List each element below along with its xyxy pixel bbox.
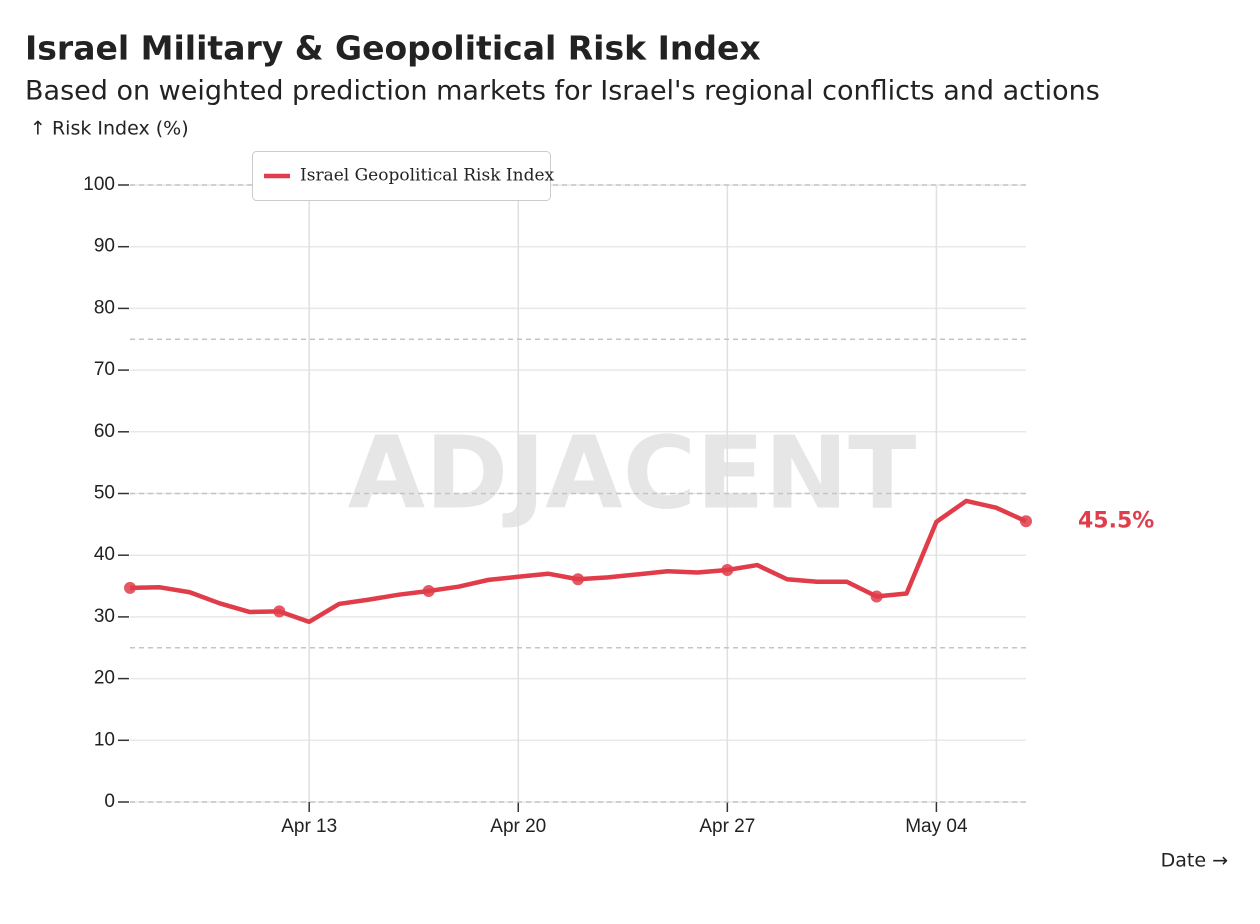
chart-subtitle: Based on weighted prediction markets for… — [25, 76, 1100, 107]
y-tick-label: 40 — [94, 544, 115, 565]
point-marker — [1020, 515, 1032, 528]
point-marker — [422, 584, 435, 597]
point-marker — [721, 564, 734, 577]
y-tick-label: 30 — [94, 606, 115, 627]
x-tick-label: Apr 20 — [490, 816, 546, 837]
point-marker — [572, 573, 584, 586]
x-tick-label: Apr 27 — [699, 816, 755, 837]
x-tick-label: May 04 — [905, 816, 968, 837]
legend-box — [252, 151, 551, 201]
y-tick-label: 10 — [94, 729, 115, 750]
y-tick-label: 0 — [104, 791, 115, 812]
y-tick-label: 90 — [94, 236, 115, 257]
legend-label: Israel Geopolitical Risk Index — [300, 166, 555, 186]
y-tick-label: 50 — [94, 483, 115, 504]
point-marker — [273, 605, 286, 618]
x-tick-label: Apr 13 — [281, 816, 337, 837]
y-tick-label: 100 — [83, 174, 115, 195]
chart-title: Israel Military & Geopolitical Risk Inde… — [25, 29, 761, 68]
end-label: 45.5% — [1078, 508, 1154, 533]
point-marker — [124, 581, 136, 594]
watermark: ADJACENT — [348, 414, 917, 531]
y-tick-label: 80 — [94, 297, 115, 318]
y-tick-label: 20 — [94, 668, 115, 689]
y-tick-label: 60 — [94, 421, 115, 442]
y-axis-label: ↑ Risk Index (%) — [30, 118, 189, 140]
x-axis-label: Date → — [1161, 850, 1228, 872]
legend: Israel Geopolitical Risk Index — [252, 151, 555, 201]
y-tick-label: 70 — [94, 359, 115, 380]
point-marker — [870, 590, 883, 603]
